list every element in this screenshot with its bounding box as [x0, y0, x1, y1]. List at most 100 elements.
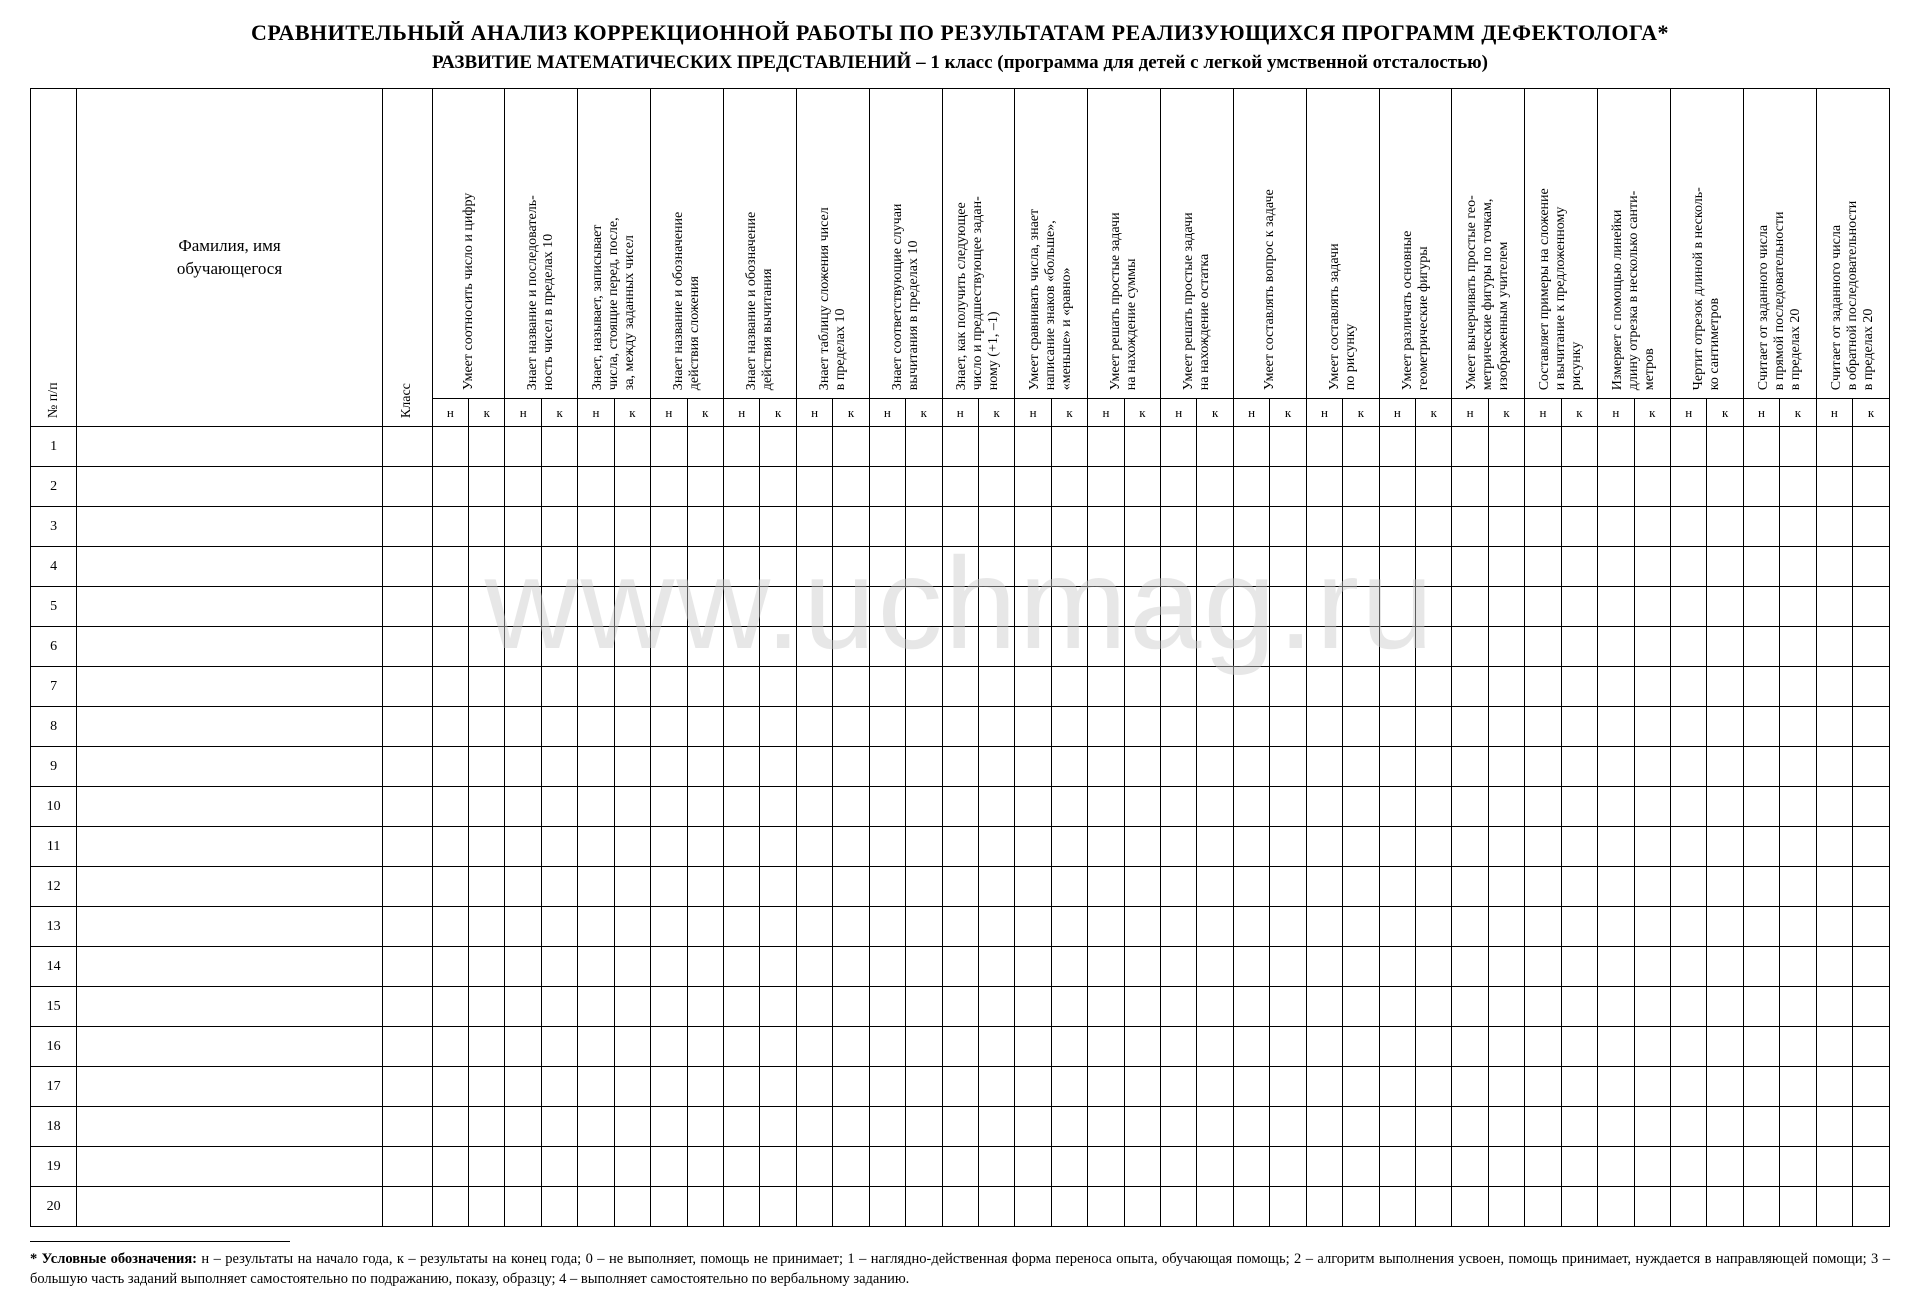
cell-value [760, 627, 796, 667]
cell-value [687, 1067, 723, 1107]
cell-value [1488, 1027, 1524, 1067]
cell-value [505, 747, 541, 787]
cell-value [614, 867, 650, 907]
subheader-n: н [432, 399, 468, 427]
cell-value [1088, 1187, 1124, 1227]
cell-value [1343, 907, 1379, 947]
cell-value [578, 1067, 614, 1107]
cell-value [1561, 1147, 1597, 1187]
cell-value [541, 947, 577, 987]
cell-value [1233, 427, 1269, 467]
cell-value [724, 667, 760, 707]
cell-value [1343, 427, 1379, 467]
cell-value [833, 427, 869, 467]
cell-value [1780, 1107, 1816, 1147]
cell-value [1416, 1187, 1452, 1227]
cell-value [1598, 547, 1634, 587]
col-header-skill: Считает от заданного числав обратной пос… [1816, 89, 1889, 399]
cell-value [1270, 747, 1306, 787]
cell-value [1051, 1187, 1087, 1227]
cell-value [1452, 1107, 1488, 1147]
cell-name [77, 707, 383, 747]
cell-value [978, 1067, 1014, 1107]
cell-value [1015, 587, 1051, 627]
cell-value [1124, 907, 1160, 947]
cell-value [505, 667, 541, 707]
cell-value [1743, 867, 1779, 907]
cell-value [1051, 667, 1087, 707]
col-header-skill: Считает от заданного числав прямой после… [1743, 89, 1816, 399]
cell-value [1743, 907, 1779, 947]
cell-value [833, 507, 869, 547]
cell-value [505, 627, 541, 667]
cell-value [469, 547, 505, 587]
cell-value [1379, 587, 1415, 627]
cell-value [1670, 507, 1706, 547]
footnote: * Условные обозначения: н – результаты н… [30, 1250, 1890, 1289]
cell-value [578, 467, 614, 507]
cell-value [833, 547, 869, 587]
cell-value [1780, 907, 1816, 947]
cell-value [1379, 827, 1415, 867]
cell-value [614, 547, 650, 587]
cell-value [1452, 987, 1488, 1027]
cell-value [1780, 587, 1816, 627]
cell-value [541, 987, 577, 1027]
cell-value [1306, 747, 1342, 787]
cell-value [1670, 1187, 1706, 1227]
cell-value [1306, 787, 1342, 827]
cell-value [1853, 787, 1890, 827]
subheader-k: к [541, 399, 577, 427]
table-row: 11 [31, 827, 1890, 867]
cell-value [724, 947, 760, 987]
cell-value [833, 827, 869, 867]
cell-value [1853, 427, 1890, 467]
cell-value [578, 667, 614, 707]
cell-value [541, 627, 577, 667]
cell-value [687, 907, 723, 947]
cell-class [382, 1067, 432, 1107]
subheader-k: к [1343, 399, 1379, 427]
cell-value [906, 827, 942, 867]
cell-value [1488, 627, 1524, 667]
cell-value [1233, 1027, 1269, 1067]
cell-value [1416, 1107, 1452, 1147]
footnote-text: н – результаты на начало года, к – резул… [30, 1251, 1890, 1287]
cell-value [1015, 1147, 1051, 1187]
cell-value [796, 747, 832, 787]
cell-value [1780, 827, 1816, 867]
cell-value [1343, 707, 1379, 747]
cell-value [1561, 1187, 1597, 1227]
cell-value [1306, 427, 1342, 467]
cell-value [942, 427, 978, 467]
cell-value [1816, 587, 1852, 627]
cell-name [77, 947, 383, 987]
cell-value [1707, 947, 1743, 987]
cell-value [651, 1147, 687, 1187]
cell-value [796, 1107, 832, 1147]
cell-value [469, 467, 505, 507]
cell-value [1379, 1027, 1415, 1067]
cell-value [1233, 1187, 1269, 1227]
cell-value [469, 1027, 505, 1067]
cell-value [1853, 827, 1890, 867]
cell-value [1197, 1187, 1233, 1227]
cell-value [942, 867, 978, 907]
cell-value [1161, 507, 1197, 547]
cell-value [1780, 747, 1816, 787]
cell-value [1780, 427, 1816, 467]
cell-value [614, 1107, 650, 1147]
table-row: 3 [31, 507, 1890, 547]
cell-value [1634, 627, 1670, 667]
cell-value [1707, 547, 1743, 587]
cell-value [1379, 547, 1415, 587]
cell-class [382, 627, 432, 667]
cell-value [651, 427, 687, 467]
cell-value [1452, 667, 1488, 707]
cell-value [1343, 1147, 1379, 1187]
cell-value [1088, 667, 1124, 707]
cell-name [77, 787, 383, 827]
cell-value [869, 947, 905, 987]
cell-value [1634, 987, 1670, 1027]
cell-value [469, 787, 505, 827]
